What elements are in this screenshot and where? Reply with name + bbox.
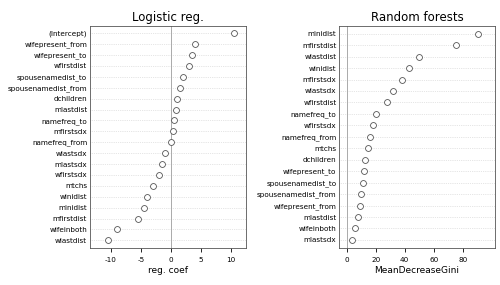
Point [104, 238, 112, 243]
Point [158, 162, 166, 166]
Title: Logistic reg.: Logistic reg. [132, 11, 204, 25]
Point [452, 43, 460, 47]
Point [389, 89, 397, 93]
Point [405, 66, 413, 70]
Point [134, 216, 142, 221]
Point [416, 54, 424, 59]
Point [173, 96, 181, 101]
Point [358, 180, 366, 185]
Point [351, 226, 359, 231]
Point [149, 184, 157, 188]
Point [185, 64, 193, 68]
Point [366, 135, 374, 139]
Point [143, 194, 151, 199]
X-axis label: MeanDecreaseGini: MeanDecreaseGini [374, 266, 460, 275]
Point [191, 42, 199, 46]
Point [140, 205, 148, 210]
Point [172, 107, 179, 112]
Point [167, 140, 175, 144]
Point [356, 203, 364, 208]
Point [360, 169, 368, 174]
Point [230, 31, 238, 36]
Point [474, 31, 482, 36]
Point [188, 53, 196, 57]
X-axis label: reg. coef: reg. coef [148, 266, 188, 275]
Point [354, 215, 362, 219]
Point [176, 86, 184, 90]
Point [179, 75, 187, 79]
Point [161, 151, 169, 155]
Point [372, 112, 380, 116]
Point [155, 173, 163, 177]
Point [168, 129, 176, 134]
Title: Random forests: Random forests [370, 11, 464, 25]
Point [362, 157, 370, 162]
Point [398, 77, 406, 82]
Point [113, 227, 121, 232]
Point [364, 146, 372, 150]
Point [384, 100, 392, 105]
Point [368, 123, 376, 128]
Point [170, 118, 178, 123]
Point [348, 238, 356, 242]
Point [357, 192, 365, 196]
